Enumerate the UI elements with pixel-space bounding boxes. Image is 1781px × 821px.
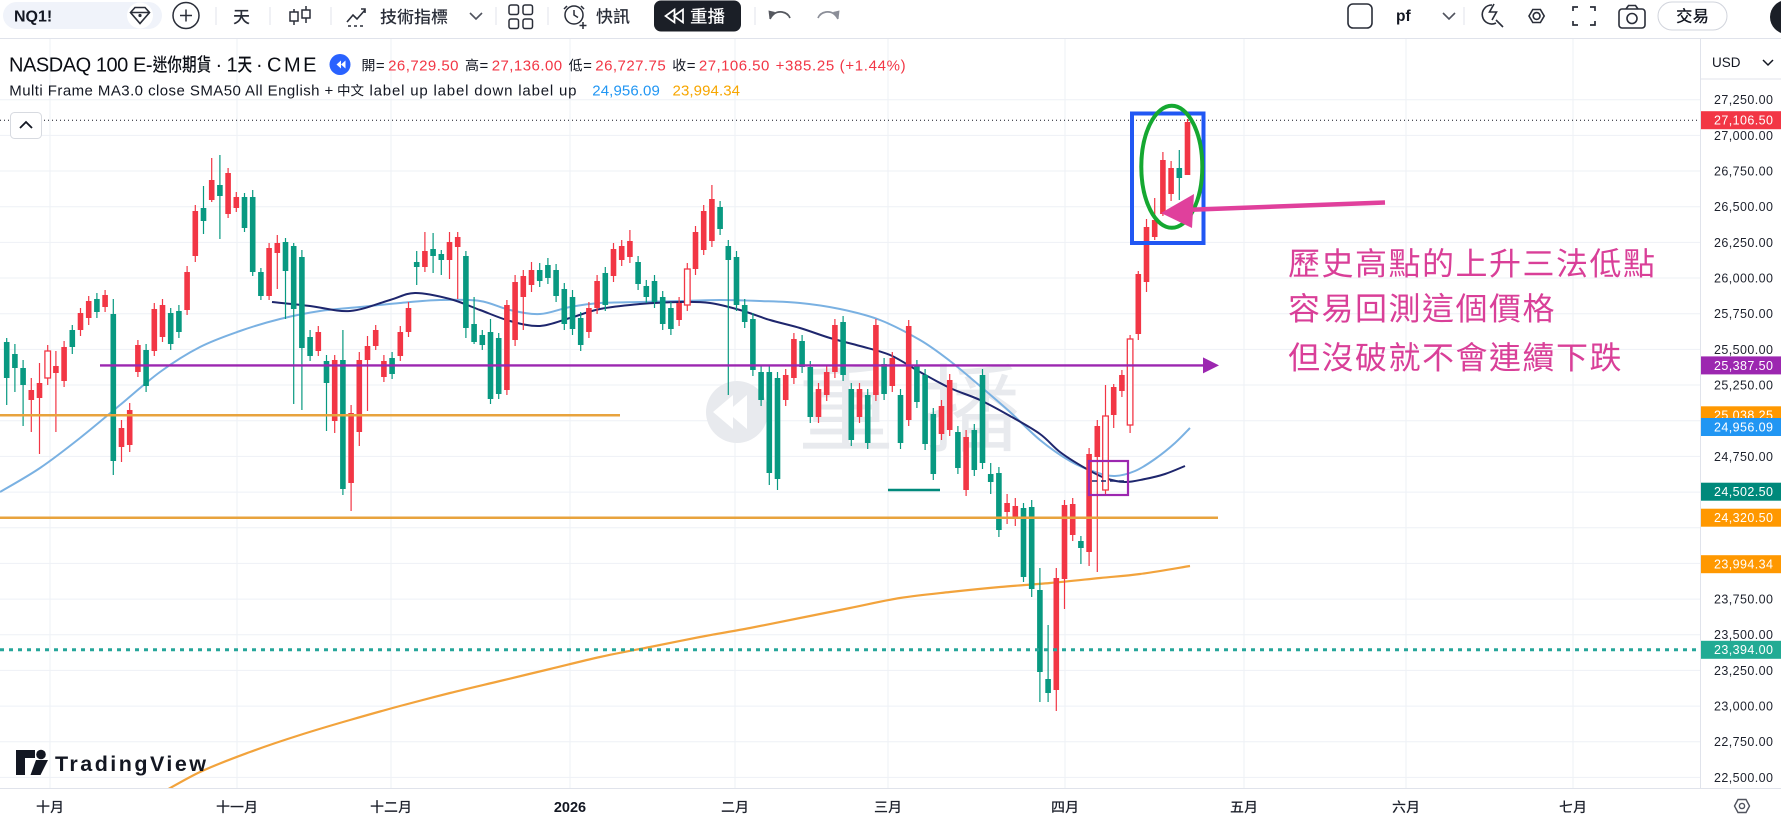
svg-text:26,727.75: 26,727.75 [595,57,665,74]
svg-text:pf: pf [1396,8,1411,25]
svg-text:·: · [256,54,263,76]
svg-text:24,750.00: 24,750.00 [1714,450,1773,464]
svg-text:27,000.00: 27,000.00 [1714,129,1773,143]
svg-text:25,387.50: 25,387.50 [1714,359,1773,373]
svg-text:=: = [480,57,489,74]
svg-text:27,136.00: 27,136.00 [492,57,562,74]
svg-text:NQ1!: NQ1! [14,9,52,26]
svg-text:24,320.50: 24,320.50 [1714,511,1773,525]
svg-text:23,750.00: 23,750.00 [1714,593,1773,607]
svg-text:26,500.00: 26,500.00 [1714,200,1773,214]
svg-text:27,250.00: 27,250.00 [1714,93,1773,107]
svg-text:24,956.09: 24,956.09 [592,82,660,99]
svg-text:26,750.00: 26,750.00 [1714,164,1773,178]
svg-text:+385.25 (+1.44%): +385.25 (+1.44%) [776,57,906,74]
svg-text:=: = [376,57,385,74]
svg-text:·: · [216,54,223,76]
svg-text:23,250.00: 23,250.00 [1714,664,1773,678]
svg-text:22,750.00: 22,750.00 [1714,735,1773,749]
svg-text:25,750.00: 25,750.00 [1714,307,1773,321]
svg-text:27,106.50: 27,106.50 [1714,114,1773,128]
svg-text:27,106.50: 27,106.50 [699,57,769,74]
svg-text:TradingView: TradingView [55,752,206,776]
svg-text:26,000.00: 26,000.00 [1714,271,1773,285]
svg-text:25,500.00: 25,500.00 [1714,343,1773,357]
svg-text:CME: CME [267,54,317,76]
svg-text:label up label down label up: label up label down label up [370,82,577,99]
svg-text:24,956.09: 24,956.09 [1714,420,1773,434]
svg-text:2026: 2026 [554,800,586,816]
svg-text:25,250.00: 25,250.00 [1714,378,1773,392]
svg-text:23,000.00: 23,000.00 [1714,700,1773,714]
svg-text:=: = [583,57,592,74]
svg-text:23,500.00: 23,500.00 [1714,628,1773,642]
svg-text:1: 1 [227,54,238,76]
svg-text:23,994.34: 23,994.34 [673,82,741,99]
svg-text:24,502.50: 24,502.50 [1714,485,1773,499]
svg-text:Multi Frame MA3.0 close SMA50: Multi Frame MA3.0 close SMA50 All Englis… [9,82,333,99]
svg-text:26,729.50: 26,729.50 [388,57,458,74]
svg-text:22,500.00: 22,500.00 [1714,771,1773,785]
svg-text:26,250.00: 26,250.00 [1714,236,1773,250]
svg-text:USD: USD [1712,55,1741,70]
svg-text:=: = [687,57,696,74]
svg-text:23,394.00: 23,394.00 [1714,643,1773,657]
svg-text:23,994.34: 23,994.34 [1714,558,1773,572]
svg-text:NASDAQ 100 E-: NASDAQ 100 E- [9,54,153,76]
